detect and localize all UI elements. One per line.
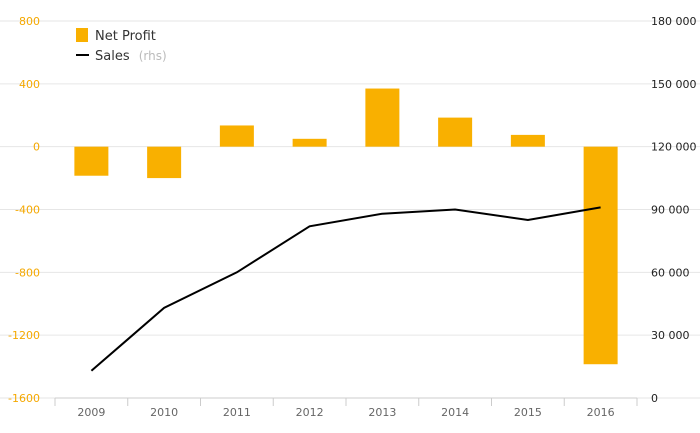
legend-swatch-net-profit	[76, 28, 88, 42]
y-right-tick-label: 30 000	[651, 329, 690, 342]
legend-sales-name: Sales	[95, 49, 130, 64]
x-tick-label: 2009	[77, 406, 105, 419]
x-tick-label: 2016	[587, 406, 615, 419]
y-left-tick-label: 800	[19, 15, 40, 28]
y-right-tick-label: 0	[651, 392, 658, 405]
x-tick-label: 2011	[223, 406, 251, 419]
y-right-tick-label: 60 000	[651, 266, 690, 279]
y-left-tick-label: -1600	[8, 392, 40, 405]
x-tick-label: 2015	[514, 406, 542, 419]
sales-line	[90, 206, 601, 372]
x-tick-label: 2010	[150, 406, 178, 419]
y-right-tick-label: 180 000	[651, 15, 697, 28]
x-tick-label: 2013	[368, 406, 396, 419]
legend-sales-suffix: (rhs)	[139, 49, 167, 63]
net-profit-bar	[147, 146, 182, 179]
net-profit-bar	[365, 88, 400, 147]
net-profit-bar	[583, 146, 618, 365]
y-left-tick-label: -800	[15, 266, 40, 279]
y-axis-left: 800 400 0 -400 -800 -1200 -1600	[8, 15, 40, 405]
net-profit-bar	[292, 138, 327, 147]
net-profit-bar	[510, 134, 545, 147]
net-profit-bars	[74, 88, 618, 365]
y-left-tick-label: 0	[33, 141, 40, 154]
y-right-tick-label: 120 000	[651, 141, 697, 154]
x-tick-label: 2012	[296, 406, 324, 419]
net-profit-bar	[438, 117, 473, 147]
y-right-tick-label: 150 000	[651, 78, 697, 91]
net-profit-bar	[219, 125, 254, 147]
y-axis-right: 180 000 150 000 120 000 90 000 60 000 30 000 0	[651, 15, 697, 405]
x-axis: 2009 2010 2011 2012 2013 2014 2015 2016	[54, 397, 638, 419]
y-right-tick-label: 90 000	[651, 204, 690, 217]
y-left-tick-label: 400	[19, 78, 40, 91]
y-left-tick-label: -400	[15, 204, 40, 217]
legend-label-net-profit: Net Profit	[95, 29, 156, 44]
x-tick-label: 2014	[441, 406, 469, 419]
legend-label-sales: Sales (rhs)	[95, 45, 167, 64]
legend: Net Profit Sales (rhs)	[76, 28, 167, 64]
y-left-tick-label: -1200	[8, 329, 40, 342]
net-profit-bar	[74, 146, 109, 176]
